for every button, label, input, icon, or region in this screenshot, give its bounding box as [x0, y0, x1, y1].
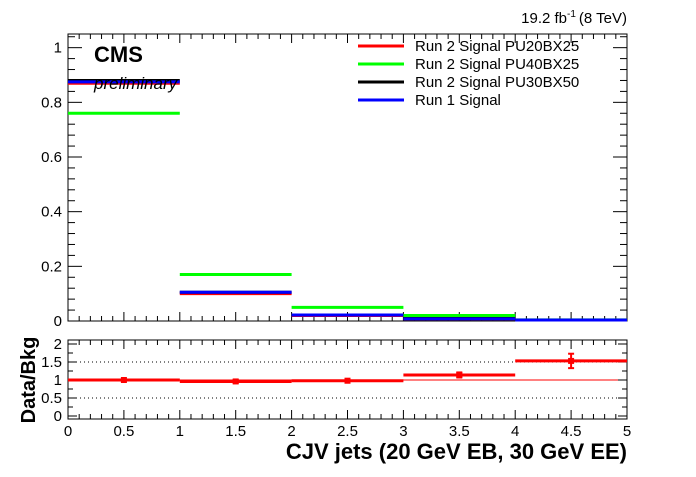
- series-run-2-signal-pu30bx50: [68, 78, 627, 322]
- y-tick-label: 0.6: [41, 149, 62, 166]
- ratio-y-tick-label: 0: [54, 408, 62, 425]
- y-tick-label: 0.8: [41, 94, 62, 111]
- x-tick-label: 4: [511, 423, 519, 440]
- ratio-y-tick-label: 1.5: [41, 354, 62, 371]
- ratio-points-group: [68, 352, 627, 385]
- ratio-point: [403, 371, 516, 379]
- x-axis-title: CJV jets (20 GeV EB, 30 GeV EE): [286, 439, 627, 464]
- ratio-point: [515, 352, 627, 370]
- ratio-marker: [344, 377, 351, 384]
- x-tick-label: 2.5: [337, 423, 358, 440]
- legend-label: Run 2 Signal PU40BX25: [415, 56, 579, 73]
- ratio-y-tick-label: 0.5: [41, 390, 62, 407]
- x-tick-label: 0: [64, 423, 72, 440]
- legend-label: Run 2 Signal PU30BX50: [415, 74, 579, 91]
- cms-label: CMS: [94, 42, 143, 67]
- y-tick-label: 1: [54, 40, 62, 57]
- ratio-marker: [568, 357, 575, 364]
- lumi-energy: (8 TeV): [579, 10, 627, 27]
- preliminary-label: preliminary: [93, 74, 179, 93]
- ratio-axis-ticks: 00.511.520 0.5 1 1.5 2 2.5 3 3.5 4 4.5 5: [41, 336, 631, 440]
- main-series-group: [68, 78, 627, 322]
- ratio-marker: [232, 378, 239, 385]
- legend-label: Run 2 Signal PU20BX25: [415, 38, 579, 55]
- x-tick-label: 1.5: [225, 423, 246, 440]
- y-axis-title-ratio: Data/Bkg: [18, 337, 40, 424]
- ratio-marker: [120, 377, 127, 383]
- lumi-label: 19.2 fb-1 (8 TeV): [521, 9, 627, 27]
- ratio-y-tick-label: 2: [54, 336, 62, 353]
- y-tick-label: 0.2: [41, 258, 62, 275]
- series-run-2-signal-pu20bx25: [68, 81, 627, 322]
- x-tick-label: 3: [399, 423, 407, 440]
- ratio-point: [291, 377, 404, 384]
- legend-label: Run 1 Signal: [415, 92, 501, 109]
- x-tick-label: 5: [623, 423, 631, 440]
- ratio-point: [68, 377, 180, 383]
- x-tick-label: 1: [176, 423, 184, 440]
- ratio-y-tick-label: 1: [54, 372, 62, 389]
- x-tick-label: 2: [287, 423, 295, 440]
- lumi-value: 19.2 fb: [521, 10, 567, 27]
- lumi-exponent: -1: [567, 9, 576, 20]
- x-tick-label: 4.5: [561, 423, 582, 440]
- x-tick-label: 0.5: [113, 423, 134, 440]
- x-tick-label: 3.5: [449, 423, 470, 440]
- y-tick-label: 0: [54, 313, 62, 330]
- series-run-2-signal-pu40bx25: [68, 111, 627, 322]
- y-tick-label: 0.4: [41, 204, 62, 221]
- series-run-1-signal: [68, 80, 627, 322]
- ratio-marker: [456, 371, 463, 378]
- ratio-point: [179, 378, 292, 385]
